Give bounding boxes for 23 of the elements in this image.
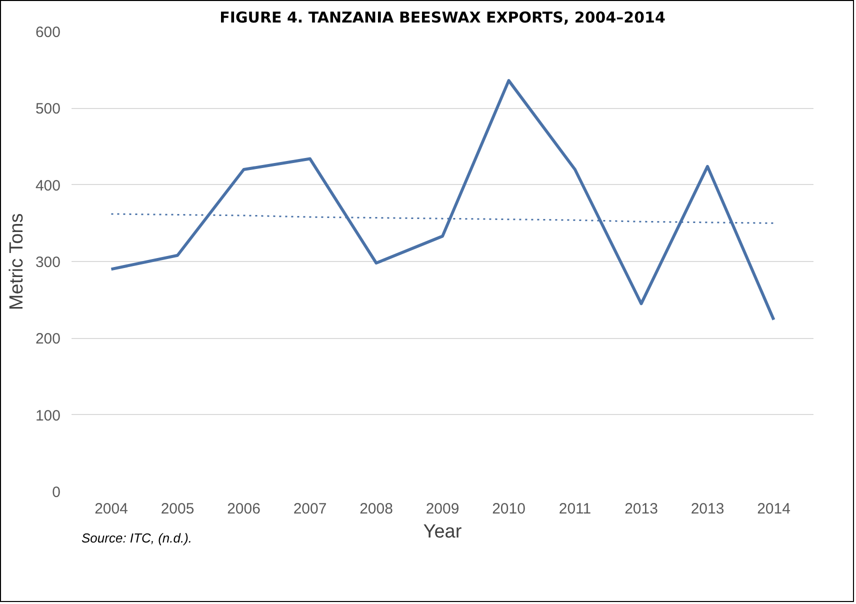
x-tick-label: 2009 <box>426 500 460 518</box>
y-tick-label: 600 <box>35 24 61 41</box>
x-tick-label: 2006 <box>227 500 260 518</box>
x-tick-label: 2011 <box>558 500 592 518</box>
y-tick-label: 0 <box>52 484 60 501</box>
x-tick-label: 2008 <box>360 500 393 518</box>
y-tick-label: 300 <box>35 254 61 271</box>
chart-title: FIGURE 4. TANZANIA BEESWAX EXPORTS, 2004–2014 <box>220 8 666 26</box>
x-tick-label: 2014 <box>757 500 790 518</box>
x-tick-label: 2010 <box>492 500 526 518</box>
line-series <box>110 79 776 322</box>
x-tick-label: 2007 <box>293 500 327 518</box>
y-tick-label: 400 <box>35 177 61 194</box>
y-tick-label: 500 <box>35 100 61 118</box>
x-tick-label: 2013 <box>690 500 724 518</box>
x-tick-label: 2004 <box>94 500 128 518</box>
y-axis-title: Metric Tons <box>6 213 28 310</box>
x-tick-label: 2013 <box>624 500 658 518</box>
y-tick-label: 100 <box>35 407 61 424</box>
x-axis-title: Year <box>423 522 462 542</box>
source-note: Source: ITC, (n.d.). <box>82 530 192 546</box>
y-tick-label: 200 <box>35 330 61 348</box>
x-tick-label: 2005 <box>160 500 194 518</box>
